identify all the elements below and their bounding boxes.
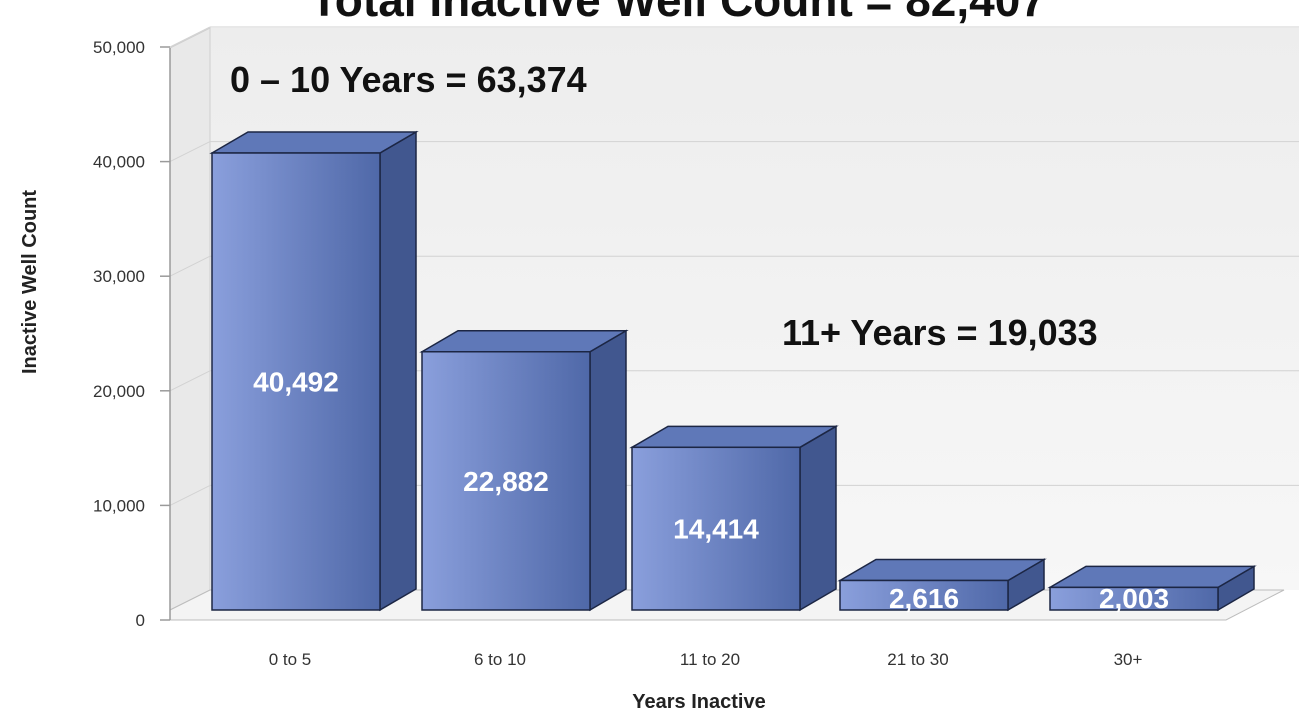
bar-top <box>209 131 419 154</box>
chart-title: Total Inactive Well Count = 82,407 <box>310 0 1046 26</box>
bar-2: 22,882 <box>419 329 629 612</box>
gridline-side <box>169 370 211 392</box>
x-tick-label: 0 to 5 <box>269 650 312 669</box>
side-wall <box>169 27 211 611</box>
bar-front <box>839 579 1009 611</box>
y-tick-label: 40,000 <box>93 153 145 172</box>
bar-4: 2,616 <box>837 558 1047 614</box>
bar-value-label: 22,882 <box>463 466 549 497</box>
bar-value-label: 14,414 <box>673 514 759 545</box>
x-tick-label: 30+ <box>1114 650 1143 669</box>
bar-value-label: 40,492 <box>253 367 339 398</box>
y-tick-label: 10,000 <box>93 496 145 515</box>
bar-front <box>421 350 591 611</box>
bar-side <box>799 425 837 612</box>
bar-front <box>631 446 801 611</box>
bars: 40,492 22,882 14,414 2,616 2,003 <box>209 130 1257 614</box>
bar-5: 2,003 <box>1047 565 1257 614</box>
bar-front <box>1049 586 1219 611</box>
y-axis-label: Inactive Well Count <box>19 190 41 374</box>
bar-1: 40,492 <box>209 130 419 612</box>
y-axis: 0 10,000 20,000 30,000 40,000 50,000 <box>93 38 171 630</box>
gridline-side <box>169 26 211 48</box>
bar-side <box>589 329 627 612</box>
x-axis: 0 to 5 6 to 10 11 to 20 21 to 30 30+ <box>269 650 1143 669</box>
y-tick-label: 20,000 <box>93 382 145 401</box>
annotation-11-plus-years: 11+ Years = 19,033 <box>782 312 1098 353</box>
bar-value-label: 2,003 <box>1099 583 1169 614</box>
bar-top <box>837 558 1047 582</box>
gridline-side <box>169 141 211 163</box>
bar-top <box>419 329 629 353</box>
gridline-side <box>169 484 211 506</box>
y-tick-label: 50,000 <box>93 38 145 57</box>
x-tick-label: 11 to 20 <box>680 650 740 669</box>
y-tick-label: 30,000 <box>93 267 145 286</box>
bar-top <box>629 425 839 449</box>
y-tick-label: 0 <box>136 611 145 630</box>
bar-front <box>211 152 381 611</box>
bar-3: 14,414 <box>629 425 839 612</box>
x-tick-label: 6 to 10 <box>474 650 526 669</box>
bar-side <box>379 130 417 612</box>
gridline-side <box>169 255 211 277</box>
x-tick-label: 21 to 30 <box>887 650 948 669</box>
x-axis-label: Years Inactive <box>632 691 765 713</box>
annotation-0-10-years: 0 – 10 Years = 63,374 <box>230 59 587 100</box>
bar-value-label: 2,616 <box>889 583 959 614</box>
